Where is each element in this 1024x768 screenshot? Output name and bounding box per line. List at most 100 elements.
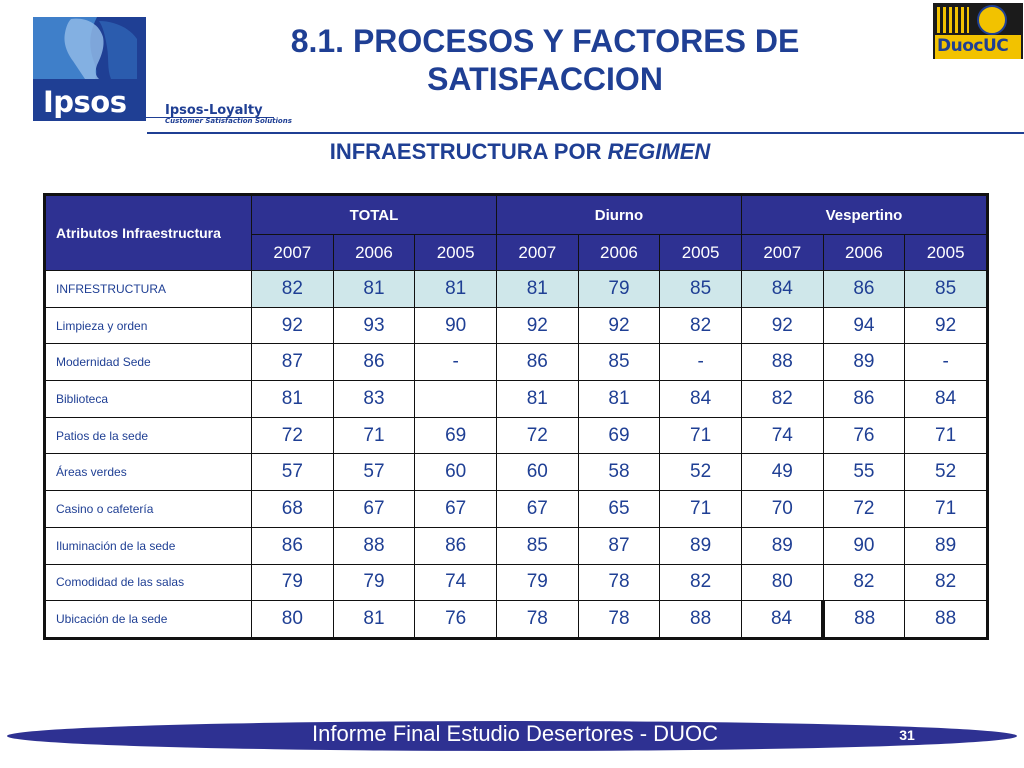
ipsos-logo-text: Ipsos xyxy=(43,85,127,119)
table-cell: 90 xyxy=(822,526,906,565)
table-cell: 74 xyxy=(740,416,824,455)
attribute-column-header: Atributos Infraestructura xyxy=(45,195,252,271)
table-row: Patios de la sede 72 71 69 72 69 71 74 76 71 xyxy=(45,416,987,455)
row-label: Patios de la sede xyxy=(45,416,252,455)
loyalty-divider xyxy=(146,117,274,118)
table-cell: 92 xyxy=(251,306,334,345)
row-label: Biblioteca xyxy=(45,380,252,418)
table-cell: 85 xyxy=(904,270,987,308)
table-cell: 67 xyxy=(495,490,579,528)
table-cell: - xyxy=(414,343,497,382)
table-cell: 92 xyxy=(495,306,579,345)
year-header: 2007 xyxy=(495,234,579,271)
table-cell: 86 xyxy=(822,380,906,418)
table-row: Comodidad de las salas 79 79 74 79 78 82 80 82 82 xyxy=(45,563,987,602)
table-cell: 72 xyxy=(251,416,334,455)
table-cell: 94 xyxy=(822,306,906,345)
table-body: INFRESTRUCTURA 82 81 81 81 79 85 84 86 85 Limpieza… xyxy=(45,270,987,638)
table-cell: 80 xyxy=(251,600,334,638)
subtitle-emphasis: REGIMEN xyxy=(607,139,711,164)
table-cell: 85 xyxy=(577,343,661,382)
table-cell: 92 xyxy=(904,306,987,345)
year-header: 2007 xyxy=(251,234,334,271)
row-label: Casino o cafetería xyxy=(45,490,252,528)
group-header-total: TOTAL xyxy=(251,195,497,235)
table-cell: 85 xyxy=(659,270,742,308)
table-cell: 60 xyxy=(414,453,497,492)
table-cell: 67 xyxy=(414,490,497,528)
table-cell: 79 xyxy=(495,563,579,602)
duoc-logo-band xyxy=(935,35,1021,59)
table-cell: 70 xyxy=(740,490,824,528)
table-cell: 67 xyxy=(332,490,416,528)
table-row: Modernidad Sede 87 86-86 85-88 89- xyxy=(45,343,987,382)
table-cell: 57 xyxy=(332,453,416,492)
year-header: 2007 xyxy=(740,234,824,271)
year-header-row: 2007 2006 2005 2007 2006 2005 2007 2006 … xyxy=(46,234,987,271)
row-label: Áreas verdes xyxy=(45,453,252,492)
duoc-logo: DuocUC xyxy=(933,3,1023,59)
table-cell: 86 xyxy=(822,270,906,308)
table-cell: 93 xyxy=(332,306,416,345)
row-label: Limpieza y orden xyxy=(45,306,252,345)
table-cell: 92 xyxy=(740,306,824,345)
table-cell: 81 xyxy=(495,270,579,308)
table-cell: 87 xyxy=(251,343,334,382)
row-label: Comodidad de las salas xyxy=(45,563,252,602)
table-row: Biblioteca 81 83 81 81 84 82 86 84 xyxy=(45,380,987,418)
table-cell: 52 xyxy=(659,453,742,492)
table-cell: 84 xyxy=(740,600,826,638)
year-header: 2005 xyxy=(414,234,497,271)
group-header-vespertino: Vespertino xyxy=(740,195,988,235)
table-cell: 58 xyxy=(577,453,661,492)
year-header: 2006 xyxy=(332,234,416,271)
table-cell: 90 xyxy=(414,306,497,345)
ipsos-loyalty-title: Ipsos-Loyalty xyxy=(165,103,263,118)
table-row: Iluminación de la sede 86 88 86 85 87 89 89 90 89 xyxy=(45,526,987,565)
table-cell: 88 xyxy=(659,600,742,638)
table-cell: 81 xyxy=(414,270,497,308)
table-cell: 89 xyxy=(904,526,987,565)
table-cell: 86 xyxy=(332,343,416,382)
row-label: Iluminación de la sede xyxy=(45,526,252,565)
table-cell: 83 xyxy=(332,380,416,418)
table-cell: 82 xyxy=(659,563,742,602)
table-cell: 76 xyxy=(414,600,497,638)
table-cell: 86 xyxy=(414,526,497,565)
footer-band xyxy=(7,721,1017,751)
table-cell: 82 xyxy=(740,380,824,418)
satisfaction-table: Atributos Infraestructura TOTAL Diurno V… xyxy=(43,193,989,640)
table-cell: 88 xyxy=(740,343,824,382)
year-header: 2005 xyxy=(904,234,987,271)
table-cell: 84 xyxy=(740,270,824,308)
table-row: INFRESTRUCTURA 82 81 81 81 79 85 84 86 85 xyxy=(45,270,987,308)
table-cell: 88 xyxy=(904,600,987,638)
year-header: 2006 xyxy=(577,234,661,271)
table-row: Ubicación de la sede 80 81 76 78 78 88 84 88 88 xyxy=(45,600,987,638)
table-cell: 52 xyxy=(904,453,987,492)
table-cell: 89 xyxy=(822,343,906,382)
table-cell: 92 xyxy=(577,306,661,345)
table-cell: 65 xyxy=(577,490,661,528)
table-cell: 72 xyxy=(495,416,579,455)
table-row: Casino o cafetería 68 67 67 67 65 71 70 72 71 xyxy=(45,490,987,528)
table-cell: 71 xyxy=(659,416,742,455)
row-label: Modernidad Sede xyxy=(45,343,252,382)
table-cell: 68 xyxy=(251,490,334,528)
table-cell: 55 xyxy=(822,453,906,492)
table-cell: 84 xyxy=(659,380,742,418)
table-cell: 81 xyxy=(251,380,334,418)
table-cell: 71 xyxy=(904,490,987,528)
table-cell: 81 xyxy=(577,380,661,418)
table-cell: 82 xyxy=(659,306,742,345)
table-cell: 79 xyxy=(251,563,334,602)
table-cell: 49 xyxy=(740,453,824,492)
year-header: 2006 xyxy=(822,234,906,271)
table-cell: 79 xyxy=(332,563,416,602)
table-cell: 72 xyxy=(822,490,906,528)
group-header-diurno: Diurno xyxy=(495,195,742,235)
table-cell: 78 xyxy=(577,563,661,602)
duoc-logo-text: DuocUC xyxy=(937,36,1009,56)
table-cell: 78 xyxy=(495,600,579,638)
table-cell: 86 xyxy=(495,343,579,382)
